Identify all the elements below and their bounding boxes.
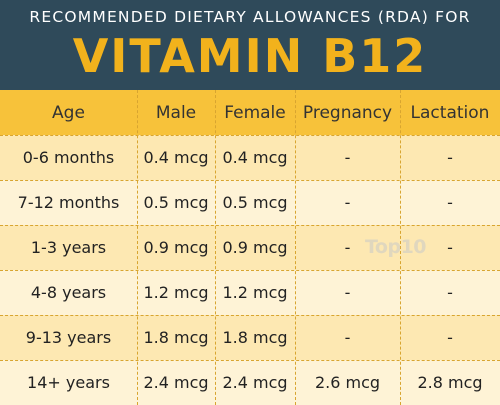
table-row: 0-6 months 0.4 mcg 0.4 mcg - -	[0, 135, 500, 180]
row-divider	[0, 360, 500, 361]
column-header-age: Age	[52, 102, 85, 123]
table-row: 1-3 years 0.9 mcg 0.9 mcg - -	[0, 225, 500, 270]
cell-age: 9-13 years	[25, 328, 112, 347]
cell-female: 0.5 mcg	[222, 193, 288, 212]
row-divider	[0, 225, 500, 226]
cell-male: 0.5 mcg	[143, 193, 209, 212]
cell-lactation: 2.8 mcg	[417, 373, 483, 392]
table-row: 7-12 months 0.5 mcg 0.5 mcg - -	[0, 180, 500, 225]
cell-pregnancy: -	[344, 283, 351, 302]
cell-male: 0.9 mcg	[143, 238, 209, 257]
page-subtitle: RECOMMENDED DIETARY ALLOWANCES (RDA) FOR	[29, 8, 471, 26]
row-divider	[0, 135, 500, 136]
cell-age: 4-8 years	[30, 283, 107, 302]
cell-lactation: -	[447, 328, 453, 347]
cell-male: 0.4 mcg	[143, 148, 209, 167]
cell-female: 2.4 mcg	[222, 373, 288, 392]
rda-table: Age Male Female Pregnancy Lactation 0-6 …	[0, 90, 500, 405]
cell-pregnancy: -	[344, 148, 351, 167]
column-header-male: Male	[155, 102, 197, 123]
cell-female: 0.9 mcg	[222, 238, 288, 257]
cell-male: 1.8 mcg	[143, 328, 209, 347]
cell-female: 1.8 mcg	[222, 328, 288, 347]
cell-age: 7-12 months	[17, 193, 120, 212]
cell-pregnancy: -	[344, 193, 351, 212]
table-row: 9-13 years 1.8 mcg 1.8 mcg - -	[0, 315, 500, 360]
header-banner: RECOMMENDED DIETARY ALLOWANCES (RDA) FOR…	[0, 0, 500, 90]
column-divider	[295, 90, 297, 405]
cell-lactation: -	[447, 193, 453, 212]
column-divider	[215, 90, 217, 405]
cell-pregnancy: 2.6 mcg	[314, 373, 381, 392]
cell-female: 1.2 mcg	[222, 283, 288, 302]
cell-age: 14+ years	[27, 373, 110, 392]
cell-pregnancy: -	[344, 238, 351, 257]
column-header-female: Female	[224, 102, 286, 123]
column-header-lactation: Lactation	[410, 102, 490, 123]
cell-lactation: -	[447, 283, 453, 302]
watermark-logo: Top10	[365, 236, 427, 258]
cell-pregnancy: -	[344, 328, 351, 347]
cell-lactation: -	[447, 238, 453, 257]
row-divider	[0, 270, 500, 271]
cell-lactation: -	[447, 148, 453, 167]
row-divider	[0, 315, 500, 316]
table-row: 14+ years 2.4 mcg 2.4 mcg 2.6 mcg 2.8 mc…	[0, 360, 500, 405]
column-header-pregnancy: Pregnancy	[302, 102, 393, 123]
cell-age: 1-3 years	[30, 238, 107, 257]
cell-age: 0-6 months	[22, 148, 115, 167]
table-row: 4-8 years 1.2 mcg 1.2 mcg - -	[0, 270, 500, 315]
cell-male: 2.4 mcg	[143, 373, 209, 392]
column-divider	[137, 90, 139, 405]
table-header-row: Age Male Female Pregnancy Lactation	[0, 90, 500, 135]
page-title: VITAMIN B12	[72, 29, 428, 83]
cell-male: 1.2 mcg	[143, 283, 209, 302]
cell-female: 0.4 mcg	[222, 148, 288, 167]
row-divider	[0, 180, 500, 181]
column-divider	[400, 90, 402, 405]
